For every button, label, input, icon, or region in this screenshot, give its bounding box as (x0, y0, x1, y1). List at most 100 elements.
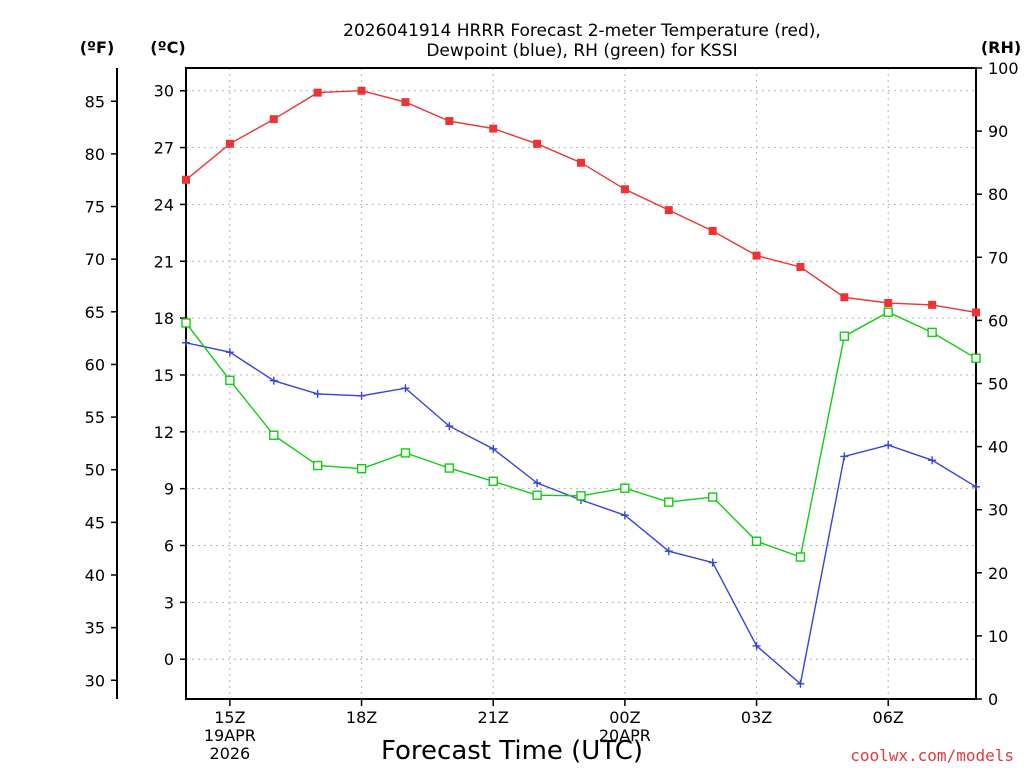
rh-point (883, 307, 893, 317)
dewpoint-point (752, 641, 761, 650)
dewpoint-point (708, 558, 717, 567)
dewpoint-point (972, 482, 980, 491)
series-temperature (182, 86, 980, 317)
rh-point (971, 353, 981, 363)
series-dewpoint (182, 338, 980, 688)
fahrenheit-tick-label: 40 (85, 566, 105, 585)
dewpoint-point (884, 441, 893, 450)
rh-tick-label: 0 (988, 690, 998, 709)
x-tick-date-label: 20APR (599, 726, 651, 745)
temperature-point (269, 115, 278, 124)
x-tick-label: 00Z (609, 708, 640, 727)
rh-point (707, 492, 718, 502)
rh-point (664, 497, 674, 507)
celsius-tick-label: 30 (154, 82, 174, 101)
temperature-point (533, 139, 542, 148)
dewpoint-point (664, 547, 673, 556)
x-tick-label: 21Z (478, 708, 509, 727)
temperature-point (577, 158, 585, 167)
fahrenheit-unit-label: (ºF) (80, 38, 115, 57)
fahrenheit-tick-label: 50 (85, 461, 105, 480)
x-tick-label: 15Z (214, 708, 245, 727)
credit-text: coolwx.com/models (850, 746, 1014, 765)
series-rh (181, 307, 981, 562)
rh-point (839, 331, 850, 341)
temperature-point (840, 293, 849, 302)
rh-point (269, 430, 279, 440)
rh-point (532, 490, 542, 500)
fahrenheit-tick-label: 55 (85, 408, 105, 427)
temperature-point (928, 300, 937, 309)
celsius-unit-label: (ºC) (150, 38, 185, 57)
celsius-tick-label: 18 (154, 309, 174, 328)
celsius-tick-label: 21 (154, 252, 174, 271)
data-series (181, 86, 981, 688)
fahrenheit-tick-label: 45 (85, 513, 105, 532)
temperature-point (752, 251, 761, 260)
rh-tick-label: 30 (988, 501, 1008, 520)
rh-point (576, 491, 586, 501)
rh-tick-label: 60 (988, 311, 1008, 330)
rh-tick-label: 40 (988, 438, 1008, 457)
chart-title-line-2: Dewpoint (blue), RH (green) for KSSI (426, 41, 737, 61)
fahrenheit-tick-label: 70 (85, 250, 105, 269)
dewpoint-point (620, 511, 629, 520)
temperature-point (225, 139, 234, 148)
fahrenheit-tick-label: 75 (85, 198, 105, 217)
dewpoint-point (313, 389, 322, 398)
temperature-point (445, 117, 454, 126)
rh-point (312, 460, 323, 471)
dewpoint-point (357, 391, 366, 400)
axes (111, 67, 982, 706)
x-tick-date-label: 19APR (204, 726, 256, 745)
rh-tick-label: 70 (988, 248, 1008, 267)
rh-point (225, 375, 235, 386)
rh-tick-label: 80 (988, 185, 1008, 204)
celsius-tick-label: 12 (154, 423, 174, 442)
celsius-tick-label: 9 (164, 480, 174, 499)
series-line-rh (185, 311, 977, 558)
celsius-tick-label: 24 (154, 195, 174, 214)
temperature-point (620, 185, 629, 194)
celsius-tick-label: 3 (164, 593, 174, 612)
celsius-tick-label: 15 (154, 366, 174, 385)
dewpoint-point (445, 422, 454, 431)
rh-tick-label: 90 (988, 122, 1008, 141)
rh-tick-label: 50 (988, 375, 1008, 394)
rh-point (751, 536, 762, 546)
rh-tick-label: 100 (988, 59, 1019, 78)
dewpoint-point (489, 444, 498, 453)
rh-point (795, 552, 806, 562)
rh-point (620, 483, 630, 493)
fahrenheit-tick-label: 85 (85, 92, 105, 111)
celsius-tick-label: 0 (164, 650, 174, 669)
dewpoint-point (182, 338, 190, 347)
fahrenheit-tick-label: 35 (85, 619, 105, 638)
temperature-point (972, 308, 980, 317)
temperature-point (401, 98, 410, 107)
dewpoint-point (840, 452, 849, 461)
dewpoint-point (533, 478, 542, 487)
rh-point (181, 318, 191, 328)
x-tick-label: 03Z (741, 708, 772, 727)
chart-title-line-1: 2026041914 HRRR Forecast 2-meter Tempera… (343, 21, 821, 41)
series-line-temperature (185, 89, 977, 314)
temperature-point (708, 226, 717, 235)
dewpoint-point (796, 679, 805, 688)
fahrenheit-tick-label: 60 (85, 355, 105, 374)
temperature-point (489, 124, 498, 133)
rh-unit-label: (RH) (981, 38, 1021, 57)
fahrenheit-tick-label: 65 (85, 303, 105, 322)
dewpoint-point (928, 456, 937, 465)
temperature-point (664, 206, 673, 215)
dewpoint-point (225, 348, 234, 357)
rh-tick-label: 10 (988, 627, 1008, 646)
rh-point (400, 448, 411, 458)
series-line-dewpoint (185, 342, 977, 686)
x-tick-label: 18Z (346, 708, 377, 727)
rh-point (927, 327, 937, 338)
dewpoint-point (269, 376, 278, 385)
rh-tick-label: 20 (988, 564, 1008, 583)
fahrenheit-tick-label: 80 (85, 145, 105, 164)
